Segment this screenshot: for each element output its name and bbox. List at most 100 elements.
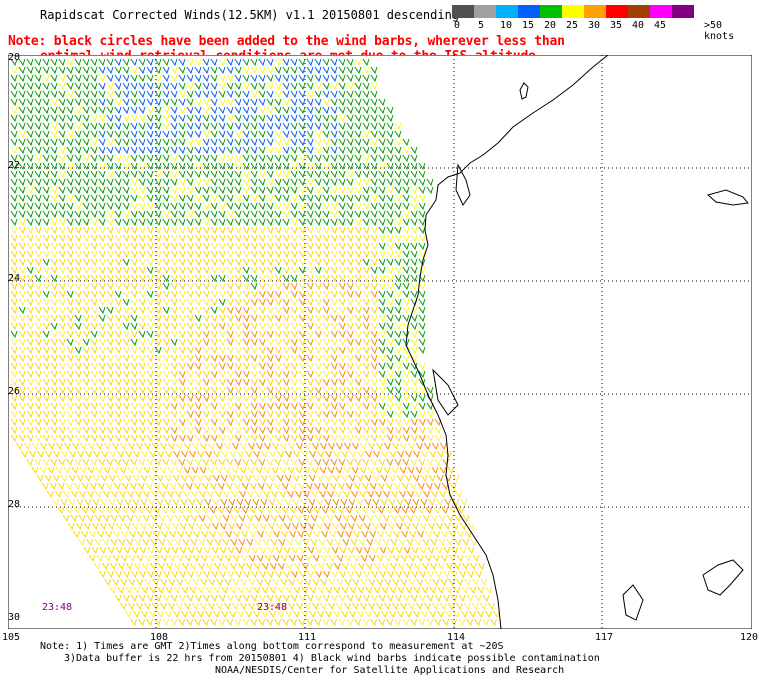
wind-barb — [242, 162, 250, 171]
wind-barb — [49, 482, 57, 491]
wind-barb — [435, 546, 443, 555]
wind-barb — [222, 514, 230, 523]
wind-barb — [234, 618, 242, 627]
wind-barb — [226, 282, 234, 291]
wind-barb — [348, 498, 356, 507]
wind-barb — [300, 450, 308, 459]
wind-barb — [316, 450, 324, 459]
legend-label: 0 — [454, 20, 461, 31]
legend-swatch — [584, 5, 606, 18]
wind-barb — [410, 394, 418, 403]
wind-barb — [304, 554, 312, 563]
wind-barb — [177, 482, 185, 491]
wind-barb — [258, 330, 266, 339]
wind-barb — [58, 146, 66, 155]
wind-barb — [330, 434, 338, 443]
wind-barb — [225, 506, 233, 515]
wind-barb — [268, 474, 276, 483]
wind-barb — [10, 178, 18, 187]
wind-barb — [330, 162, 338, 171]
wind-barb — [282, 618, 290, 627]
wind-barb — [186, 146, 194, 155]
wind-barb — [26, 202, 34, 211]
wind-barb — [328, 554, 336, 563]
wind-barb — [314, 114, 322, 123]
wind-barb — [300, 498, 308, 507]
footnotes: Note: 1) Times are GMT 2)Times along bot… — [0, 641, 760, 677]
wind-barb — [186, 346, 194, 355]
wind-barb — [114, 394, 122, 403]
wind-barb — [98, 322, 106, 331]
wind-barb — [154, 122, 162, 131]
wind-barb — [338, 114, 346, 123]
wind-barb — [66, 354, 74, 363]
wind-barb — [122, 266, 130, 275]
wind-barb — [210, 82, 218, 91]
wind-barb — [366, 490, 374, 499]
wind-barb — [332, 450, 340, 459]
wind-barb — [218, 266, 226, 275]
wind-barb — [138, 306, 146, 315]
wind-barb — [361, 482, 369, 491]
wind-barb — [78, 490, 86, 499]
wind-barb — [322, 154, 330, 163]
wind-barb — [282, 154, 290, 163]
wind-barb — [250, 66, 258, 75]
wind-barb — [330, 378, 338, 387]
wind-barb — [418, 418, 426, 427]
wind-barb — [322, 370, 330, 379]
wind-barb — [210, 274, 218, 283]
wind-barb — [236, 498, 244, 507]
wind-barb — [10, 402, 18, 411]
wind-barb — [426, 386, 434, 395]
wind-barb — [378, 210, 386, 219]
wind-barb — [162, 122, 170, 131]
wind-barb — [314, 426, 322, 435]
wind-barb — [186, 234, 194, 243]
wind-barb — [74, 338, 82, 347]
wind-barb — [42, 178, 50, 187]
wind-barb — [266, 226, 274, 235]
wind-barb — [140, 450, 148, 459]
wind-barb — [50, 418, 58, 427]
peninsula — [455, 163, 471, 206]
wind-barb — [364, 498, 372, 507]
wind-barb — [202, 434, 210, 443]
wind-barb — [82, 242, 90, 251]
wind-barb — [377, 482, 385, 491]
wind-barb — [122, 242, 130, 251]
wind-barb — [82, 202, 90, 211]
wind-barb — [266, 130, 274, 139]
wind-barb — [330, 458, 338, 467]
wind-barb — [146, 114, 154, 123]
wind-barb — [354, 258, 362, 267]
wind-barb — [138, 202, 146, 211]
wind-barb — [186, 370, 194, 379]
wind-barb — [402, 178, 410, 187]
wind-barb — [298, 170, 306, 179]
wind-barb — [282, 354, 290, 363]
wind-barb — [66, 234, 74, 243]
wind-barb — [154, 338, 162, 347]
wind-barb — [106, 402, 114, 411]
wind-barb — [354, 122, 362, 131]
wind-barb — [274, 170, 282, 179]
wind-barb — [402, 378, 410, 387]
wind-barb — [306, 330, 314, 339]
wind-barb — [252, 610, 260, 619]
wind-barb — [218, 306, 226, 315]
wind-barb — [402, 170, 410, 179]
wind-barb — [124, 610, 132, 619]
wind-barb — [202, 210, 210, 219]
wind-barb — [234, 154, 242, 163]
wind-barb — [282, 138, 290, 147]
wind-barb — [235, 522, 243, 531]
wind-barb — [226, 362, 234, 371]
wind-barb — [286, 490, 294, 499]
wind-barb — [229, 586, 237, 595]
wind-barb — [42, 122, 50, 131]
wind-barb — [338, 74, 346, 83]
wind-barb — [250, 242, 258, 251]
wind-barb — [274, 306, 282, 315]
wind-barb — [138, 218, 146, 227]
